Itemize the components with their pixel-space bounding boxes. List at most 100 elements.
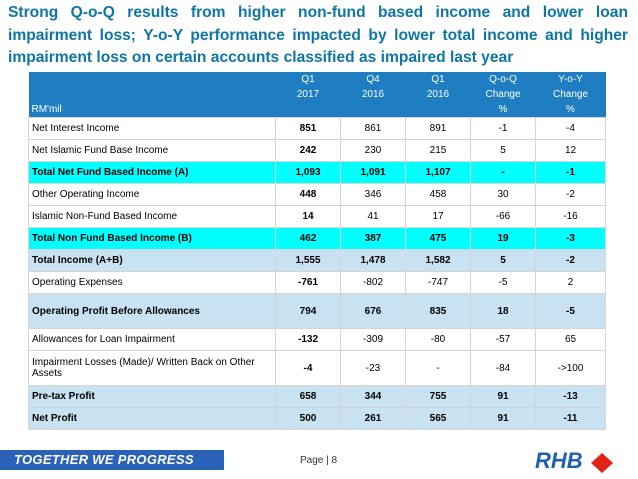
cell: -57 — [470, 328, 536, 351]
table-row: Net Profit 500 261 565 91 -11 — [28, 407, 606, 430]
header-row: 2017 2016 2016 Change Change — [28, 87, 606, 102]
row-label: Total Income (A+B) — [28, 249, 276, 272]
table-row: Allowances for Loan Impairment -132 -309 -8… — [28, 328, 606, 351]
cell: ->100 — [535, 350, 606, 386]
cell: 658 — [275, 385, 341, 408]
cell: -802 — [340, 271, 406, 294]
header-cell — [275, 102, 341, 118]
header-cell — [340, 102, 406, 118]
cell: 1,582 — [405, 249, 471, 272]
cell: -1 — [535, 161, 606, 184]
table-row: Net Interest Income 851 861 891 -1 -4 — [28, 117, 606, 140]
cell: 5 — [470, 249, 536, 272]
cell: 1,091 — [340, 161, 406, 184]
cell: 230 — [340, 139, 406, 162]
table-row: Total Non Fund Based Income (B) 462 387 475… — [28, 227, 606, 250]
cell: -3 — [535, 227, 606, 250]
table-row: Islamic Non-Fund Based Income 14 41 17 -66 -1… — [28, 205, 606, 228]
table-row: Impairment Losses (Made)/ Written Back o… — [28, 350, 606, 386]
cell: -4 — [535, 117, 606, 140]
table-row: Operating Expenses -761 -802 -747 -5 2 — [28, 271, 606, 294]
header-row: Q1 Q4 Q1 Q-o-Q Y-o-Y — [28, 72, 606, 87]
cell: 458 — [405, 183, 471, 206]
cell: 1,093 — [275, 161, 341, 184]
row-label: Allowances for Loan Impairment — [28, 328, 276, 351]
cell: -309 — [340, 328, 406, 351]
cell: 17 — [405, 205, 471, 228]
page-number: Page | 8 — [300, 455, 338, 466]
row-label: Total Non Fund Based Income (B) — [28, 227, 276, 250]
cell: 794 — [275, 293, 341, 329]
header-cell: Q1 — [275, 72, 341, 87]
cell: -13 — [535, 385, 606, 408]
row-label: Islamic Non-Fund Based Income — [28, 205, 276, 228]
cell: 91 — [470, 407, 536, 430]
cell: -11 — [535, 407, 606, 430]
row-label: Impairment Losses (Made)/ Written Back o… — [28, 350, 276, 386]
cell: 1,107 — [405, 161, 471, 184]
cell: -84 — [470, 350, 536, 386]
header-cell: Change — [470, 87, 536, 102]
cell: 12 — [535, 139, 606, 162]
cell: 462 — [275, 227, 341, 250]
header-cell — [28, 72, 276, 87]
cell: 565 — [405, 407, 471, 430]
cell: 755 — [405, 385, 471, 408]
row-label: Other Operating Income — [28, 183, 276, 206]
logo: RHB — [535, 448, 583, 473]
table-row: Pre-tax Profit 658 344 755 91 -13 — [28, 385, 606, 408]
cell: 19 — [470, 227, 536, 250]
unit-label: RM'mil — [28, 102, 276, 118]
cell: 14 — [275, 205, 341, 228]
cell: 344 — [340, 385, 406, 408]
cell: -1 — [470, 117, 536, 140]
cell: 448 — [275, 183, 341, 206]
table-row: Net Islamic Fund Base Income 242 230 215 5 12 — [28, 139, 606, 162]
cell: -761 — [275, 271, 341, 294]
row-label: Operating Expenses — [28, 271, 276, 294]
cell: -747 — [405, 271, 471, 294]
cell: 18 — [470, 293, 536, 329]
results-table: Q1 Q4 Q1 Q-o-Q Y-o-Y 2017 2016 2016 Change Change… — [28, 72, 606, 430]
cell: 242 — [275, 139, 341, 162]
header-cell: % — [470, 102, 536, 118]
row-label: Pre-tax Profit — [28, 385, 276, 408]
cell: -2 — [535, 183, 606, 206]
header-cell: Q-o-Q — [470, 72, 536, 87]
row-label: Operating Profit Before Allowances — [28, 293, 276, 329]
row-label: Net Interest Income — [28, 117, 276, 140]
header-cell: % — [535, 102, 606, 118]
header-row: RM'mil%% — [28, 102, 606, 118]
cell: 475 — [405, 227, 471, 250]
row-label: Total Net Fund Based Income (A) — [28, 161, 276, 184]
cell: 5 — [470, 139, 536, 162]
cell: 30 — [470, 183, 536, 206]
cell: 861 — [340, 117, 406, 140]
cell: - — [470, 161, 536, 184]
cell: -5 — [470, 271, 536, 294]
cell: -66 — [470, 205, 536, 228]
cell: 676 — [340, 293, 406, 329]
cell: 91 — [470, 385, 536, 408]
cell: 2 — [535, 271, 606, 294]
cell: 41 — [340, 205, 406, 228]
header-cell: 2017 — [275, 87, 341, 102]
table-row: Total Net Fund Based Income (A) 1,093 1,09… — [28, 161, 606, 184]
header-cell: Q1 — [405, 72, 471, 87]
cell: 215 — [405, 139, 471, 162]
header-cell — [405, 102, 471, 118]
cell: - — [405, 350, 471, 386]
cell: -5 — [535, 293, 606, 329]
row-label: Net Profit — [28, 407, 276, 430]
table-row: Total Income (A+B) 1,555 1,478 1,582 5 -2 — [28, 249, 606, 272]
cell: 261 — [340, 407, 406, 430]
header-cell: 2016 — [405, 87, 471, 102]
cell: 835 — [405, 293, 471, 329]
header-cell: 2016 — [340, 87, 406, 102]
header-cell: Change — [535, 87, 606, 102]
cell: -132 — [275, 328, 341, 351]
cell: 387 — [340, 227, 406, 250]
header-cell: Y-o-Y — [535, 72, 606, 87]
cell: -4 — [275, 350, 341, 386]
